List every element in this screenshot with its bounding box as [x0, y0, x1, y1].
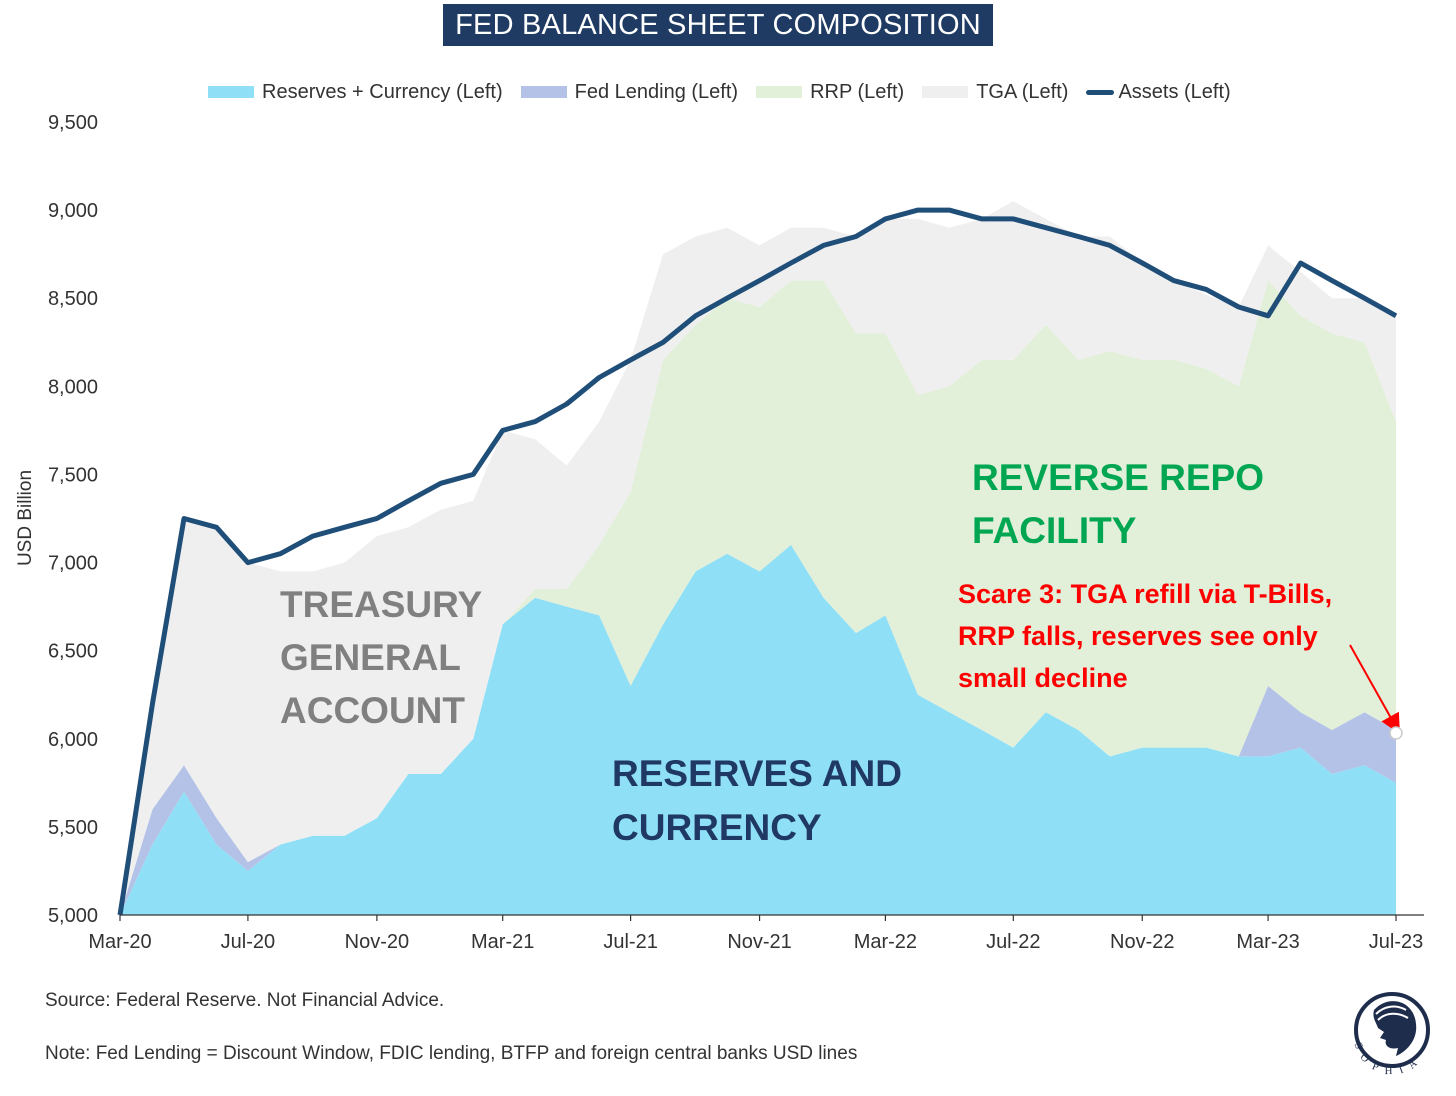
legend-item-assets: Assets (Left)	[1086, 80, 1231, 104]
y-axis-label: USD Billion	[15, 470, 36, 566]
line-assets	[117, 207, 1398, 916]
woman-profile-logo-icon: SOPHIA	[1351, 992, 1430, 1077]
y-tick-label: 7,500	[48, 464, 98, 486]
annotation-text: RESERVES AND	[612, 753, 902, 794]
x-tick-label: Mar-23	[1236, 931, 1299, 953]
annotation-arrow	[1349, 644, 1400, 734]
legend-swatch-reserves	[208, 86, 254, 98]
legend-item-fed-lending: Fed Lending (Left)	[520, 80, 739, 104]
axes: 5,000 5,500 6,000 6,500 7,000 7,500 8,000 8,500…	[15, 112, 1424, 953]
annotation-text: CURRENCY	[612, 807, 822, 848]
annotation-text: Scare 3: TGA refill via T-Bills,	[958, 579, 1332, 609]
legend-swatch-tga	[922, 86, 969, 98]
chart-title: FED BALANCE SHEET COMPOSITION	[443, 4, 993, 46]
legend-swatch-assets	[1086, 89, 1115, 95]
legend-item-rrp: RRP (Left)	[756, 81, 904, 104]
legend-label-assets: Assets (Left)	[1118, 80, 1231, 103]
annotation-text: RRP falls, reserves see only	[958, 621, 1318, 651]
note-text: Note: Fed Lending = Discount Window, FDI…	[45, 1043, 858, 1064]
annotation-text: ACCOUNT	[280, 690, 465, 731]
x-tick-label: Jul-21	[603, 931, 657, 953]
x-tick-label: Nov-21	[727, 931, 791, 953]
legend-label-fed-lending: Fed Lending (Left)	[574, 80, 739, 103]
annotation-text: TREASURY	[280, 584, 482, 625]
legend-swatch-rrp	[756, 86, 803, 98]
area-rrp	[120, 280, 1396, 916]
y-tick-label: 5,000	[48, 905, 98, 927]
x-tick-label: Jul-22	[986, 931, 1040, 953]
legend: Reserves + Currency (Left) Fed Lending (…	[208, 78, 1249, 106]
y-tick-label: 5,500	[48, 817, 98, 839]
legend-label-tga: TGA (Left)	[976, 80, 1069, 103]
y-tick-label: 8,500	[48, 288, 98, 310]
legend-swatch-fed-lending	[520, 86, 567, 98]
x-tick-label: Mar-21	[471, 931, 534, 953]
annotation-text: GENERAL	[280, 637, 461, 678]
annotation-marker	[1389, 726, 1403, 740]
y-tick-label: 9,500	[48, 112, 98, 134]
source-text: Source: Federal Reserve. Not Financial A…	[45, 990, 445, 1011]
legend-item-tga: TGA (Left)	[922, 81, 1068, 104]
annotations: TREASURY GENERAL ACCOUNT RESERVES AND CURREN…	[280, 457, 1403, 848]
annotation-text: FACILITY	[972, 510, 1137, 551]
y-tick-label: 8,000	[48, 376, 98, 398]
x-tick-label: Mar-22	[854, 931, 917, 953]
area-tga	[120, 201, 1396, 916]
annotation-text: small decline	[958, 663, 1128, 693]
x-tick-label: Mar-20	[88, 931, 151, 953]
y-tick-label: 6,500	[48, 641, 98, 663]
legend-label-rrp: RRP (Left)	[810, 80, 905, 103]
annotation-text: REVERSE REPO	[972, 457, 1264, 498]
area-reserves	[120, 544, 1396, 915]
y-tick-label: 9,000	[48, 200, 98, 222]
x-tick-label: Nov-20	[345, 931, 409, 953]
x-tick-label: Jul-20	[221, 931, 275, 953]
y-tick-label: 7,000	[48, 553, 98, 575]
y-tick-label: 6,000	[48, 729, 98, 751]
legend-label-reserves: Reserves + Currency (Left)	[262, 80, 503, 103]
area-layers	[117, 201, 1398, 916]
legend-item-reserves: Reserves + Currency (Left)	[208, 81, 503, 104]
x-tick-label: Jul-23	[1369, 931, 1423, 953]
x-tick-label: Nov-22	[1110, 931, 1174, 953]
